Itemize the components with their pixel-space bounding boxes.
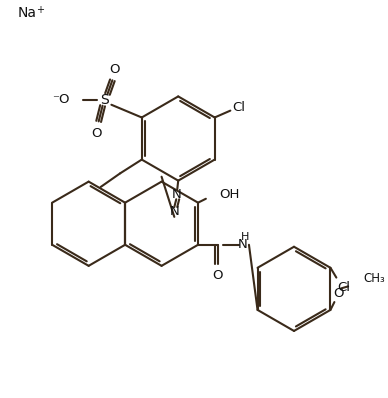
Text: ⁻O: ⁻O — [52, 94, 69, 106]
Text: N: N — [171, 188, 181, 201]
Text: O: O — [109, 63, 120, 76]
Text: N: N — [238, 238, 248, 251]
Text: H: H — [241, 232, 249, 242]
Text: O: O — [333, 287, 343, 300]
Text: Cl: Cl — [233, 101, 246, 114]
Text: Cl: Cl — [338, 281, 351, 294]
Text: N: N — [170, 205, 179, 219]
Text: O: O — [212, 269, 223, 282]
Text: CH₃: CH₃ — [364, 272, 386, 285]
Text: Na: Na — [17, 6, 36, 20]
Text: O: O — [92, 127, 102, 140]
Text: +: + — [36, 5, 44, 15]
Text: OH: OH — [220, 188, 240, 201]
Text: S: S — [100, 93, 109, 107]
